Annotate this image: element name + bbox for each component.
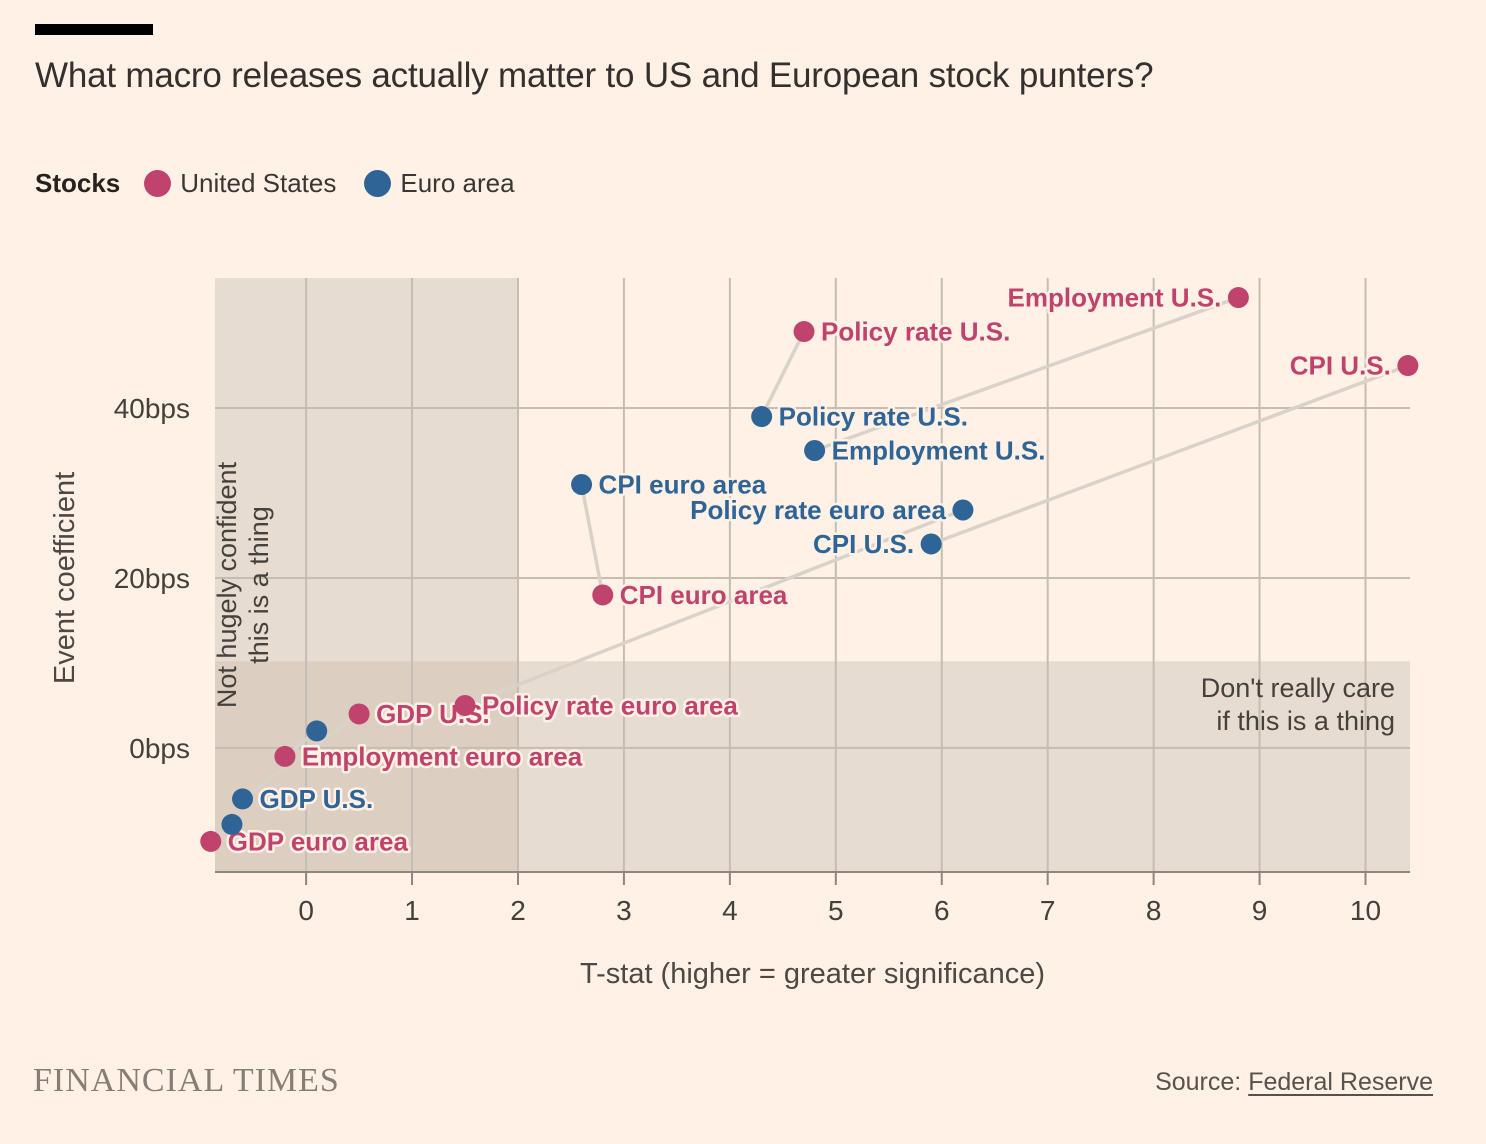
x-tick-label: 9 — [1252, 895, 1268, 926]
point-label: GDP euro area — [228, 826, 409, 856]
region-label-low-significance-line1: Not hugely confident — [212, 461, 242, 708]
chart-legend: Stocks United States Euro area — [35, 168, 543, 199]
point-label: Employment U.S. — [1008, 283, 1222, 313]
pair-line — [814, 295, 1239, 453]
x-tick-label: 0 — [298, 895, 314, 926]
data-point — [274, 745, 296, 767]
point-label: CPI euro area — [599, 469, 767, 499]
source-link[interactable]: Federal Reserve — [1248, 1068, 1433, 1096]
point-label: CPI euro area — [620, 580, 788, 610]
point-label: Employment U.S. — [832, 436, 1046, 466]
x-tick-label: 10 — [1350, 895, 1381, 926]
legend-label-united-states: United States — [180, 168, 337, 198]
x-tick-label: 1 — [404, 895, 420, 926]
source-note: Source: Federal Reserve — [1155, 1068, 1433, 1097]
x-tick-label: 5 — [828, 895, 844, 926]
point-label: Policy rate U.S. — [779, 402, 968, 432]
x-tick-label: 7 — [1040, 895, 1056, 926]
legend-title: Stocks — [35, 168, 121, 198]
point-label: Employment euro area — [302, 741, 583, 771]
point-label: CPI U.S. — [813, 529, 914, 559]
point-label: CPI U.S. — [1290, 351, 1391, 381]
data-point — [1227, 287, 1249, 309]
ft-top-rule — [35, 24, 153, 35]
y-tick-label: 0bps — [129, 733, 190, 764]
point-label: GDP U.S. — [260, 784, 374, 814]
point-label: Policy rate euro area — [482, 690, 738, 720]
data-point — [306, 720, 328, 742]
data-point — [348, 703, 370, 725]
us-series-swatch-icon — [144, 170, 172, 197]
region-label-low-coefficient-line2: if this is a thing — [1216, 706, 1395, 736]
y-axis-title: Event coefficient — [49, 472, 81, 684]
data-point — [751, 406, 773, 428]
region-label-low-coefficient-line1: Don't really care — [1201, 673, 1395, 703]
scatter-plot: 0 1 2 3 4 5 6 7 8 9 10 0bps 20bps 40bps Not hugely con… — [49, 278, 1419, 990]
data-point — [952, 499, 974, 521]
region-label-low-significance-line2: this is a thing — [244, 506, 274, 664]
data-point — [221, 813, 243, 835]
x-tick-label: 3 — [616, 895, 632, 926]
legend-item-euro-area: Euro area — [364, 168, 515, 199]
pair-line — [579, 484, 605, 596]
legend-item-united-states: United States — [144, 168, 336, 199]
data-point — [571, 473, 593, 495]
euro-series-swatch-icon — [364, 170, 392, 197]
point-label: Policy rate U.S. — [821, 317, 1010, 347]
x-tick-label: 2 — [510, 895, 526, 926]
x-tick-label: 8 — [1146, 895, 1162, 926]
data-point — [793, 321, 815, 343]
data-point — [592, 584, 614, 606]
data-point — [454, 694, 476, 716]
x-axis-title: T-stat (higher = greater significance) — [580, 958, 1045, 990]
source-label: Source: — [1155, 1068, 1249, 1096]
data-point — [200, 830, 222, 852]
x-tick-label: 6 — [934, 895, 950, 926]
y-tick-label: 40bps — [114, 393, 190, 424]
ft-logo: FINANCIAL TIMES — [33, 1062, 340, 1099]
x-tick-label: 4 — [722, 895, 738, 926]
data-point — [804, 440, 826, 462]
data-point — [1397, 355, 1419, 377]
chart-title: What macro releases actually matter to U… — [35, 56, 1154, 95]
pair-line — [241, 712, 361, 801]
legend-label-euro-area: Euro area — [400, 168, 515, 198]
y-tick-label: 20bps — [114, 563, 190, 594]
data-point — [920, 533, 942, 555]
pair-line — [464, 508, 964, 708]
pair-line — [760, 330, 806, 418]
pair-line — [930, 363, 1409, 546]
point-label: Policy rate euro area — [690, 495, 946, 525]
data-point — [232, 788, 254, 810]
